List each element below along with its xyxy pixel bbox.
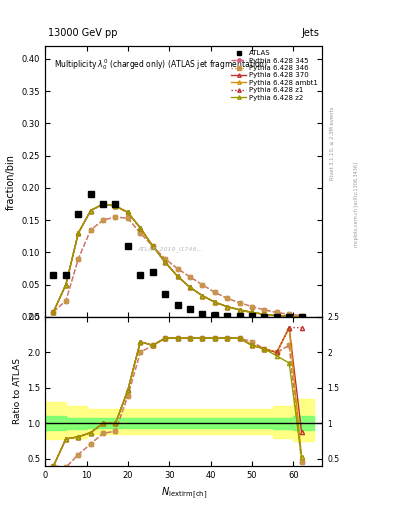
ATLAS	[64, 272, 68, 278]
ATLAS	[250, 313, 254, 319]
ATLAS	[88, 191, 93, 198]
ATLAS	[51, 272, 56, 278]
ATLAS	[125, 243, 130, 249]
Line: ATLAS: ATLAS	[51, 191, 304, 319]
Y-axis label: fraction/bin: fraction/bin	[6, 154, 16, 209]
Text: Multiplicity $\lambda_0^0$ (charged only) (ATLAS jet fragmentation): Multiplicity $\lambda_0^0$ (charged only…	[53, 57, 268, 72]
ATLAS	[262, 314, 267, 320]
ATLAS	[225, 313, 230, 319]
ATLAS	[274, 314, 279, 320]
Text: ATLAS_2019_I1746...: ATLAS_2019_I1746...	[137, 246, 203, 252]
ATLAS	[163, 291, 167, 297]
Text: Jets: Jets	[301, 28, 320, 38]
Text: Rivet 3.1.10, ≥ 2.3M events: Rivet 3.1.10, ≥ 2.3M events	[330, 106, 335, 180]
ATLAS	[187, 306, 192, 312]
ATLAS	[212, 312, 217, 318]
ATLAS	[113, 201, 118, 207]
ATLAS	[237, 313, 242, 319]
ATLAS	[151, 269, 155, 275]
ATLAS	[76, 210, 81, 217]
ATLAS	[287, 314, 292, 320]
ATLAS	[299, 314, 304, 320]
Y-axis label: Ratio to ATLAS: Ratio to ATLAS	[13, 358, 22, 424]
Text: mcplots.cern.ch [arXiv:1306.3436]: mcplots.cern.ch [arXiv:1306.3436]	[354, 162, 359, 247]
ATLAS	[101, 201, 105, 207]
ATLAS	[175, 302, 180, 308]
X-axis label: $N_{\mathrm{lextirm[ch]}}$: $N_{\mathrm{lextirm[ch]}}$	[161, 485, 207, 501]
ATLAS	[138, 272, 143, 278]
Text: 13000 GeV pp: 13000 GeV pp	[48, 28, 118, 38]
Legend: ATLAS, Pythia 6.428 345, Pythia 6.428 346, Pythia 6.428 370, Pythia 6.428 ambt1,: ATLAS, Pythia 6.428 345, Pythia 6.428 34…	[230, 50, 319, 101]
ATLAS	[200, 311, 205, 317]
